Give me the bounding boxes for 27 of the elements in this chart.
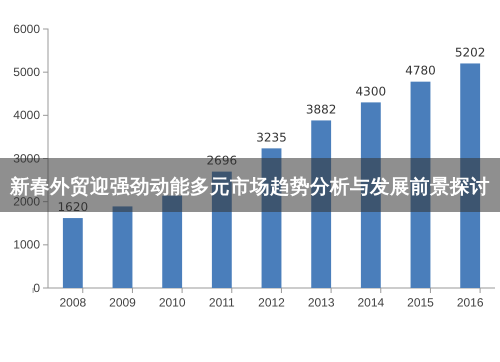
x-tick-label: 2008	[59, 296, 87, 310]
data-label: 1620	[58, 200, 88, 214]
x-tick-label: 2015	[407, 296, 434, 310]
bar	[212, 172, 232, 288]
y-tick-label: 6000	[13, 22, 40, 36]
x-tick-label: 2011	[208, 296, 236, 310]
bar	[62, 218, 83, 288]
data-label: 3235	[256, 130, 287, 144]
data-label: 5202	[454, 45, 486, 60]
y-tick-label: 5000	[13, 65, 40, 80]
data-label: 4780	[405, 64, 436, 78]
data-label: 2696	[206, 154, 238, 168]
y-tick-label: 4000	[13, 108, 40, 122]
x-tick-label: 2016	[456, 296, 484, 310]
x-tick-label: 2013	[308, 296, 335, 310]
y-tick-label: 2000	[13, 194, 40, 209]
data-label: 4300	[356, 84, 386, 98]
x-tick-label: 2014	[357, 296, 385, 310]
y-tick-label: 0	[33, 280, 40, 295]
bar	[410, 82, 430, 288]
x-tick-label: 2010	[158, 296, 186, 310]
bar	[112, 206, 132, 288]
bar	[162, 196, 182, 288]
data-label: 3882	[306, 102, 336, 116]
y-tick-label: 1000	[13, 238, 40, 252]
x-tick-label: 2009	[109, 296, 136, 310]
x-tick-label: 2012	[258, 296, 286, 310]
